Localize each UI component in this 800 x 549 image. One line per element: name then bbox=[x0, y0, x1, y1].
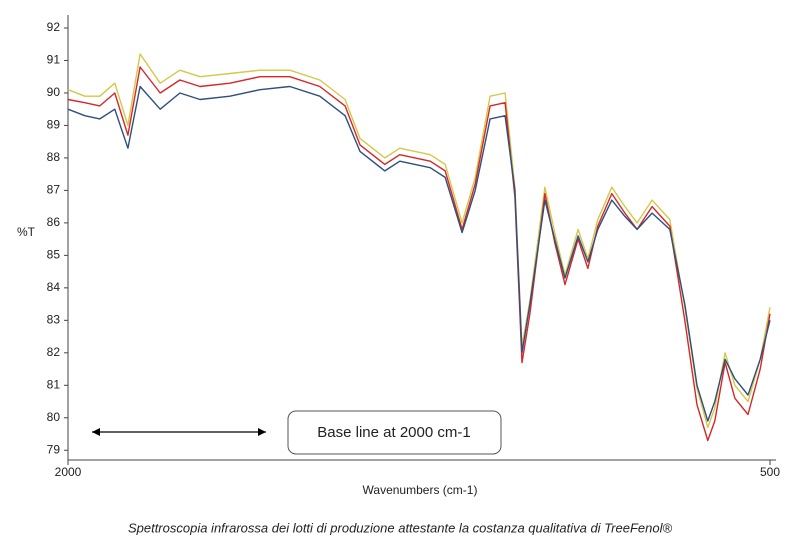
annotation-text: Base line at 2000 cm-1 bbox=[317, 424, 470, 441]
y-tick-label: 87 bbox=[47, 183, 61, 197]
y-tick-label: 82 bbox=[47, 345, 61, 359]
y-tick-label: 88 bbox=[47, 150, 61, 164]
y-tick-label: 79 bbox=[47, 442, 61, 456]
spectrum-line bbox=[67, 53, 771, 429]
y-tick-label: 83 bbox=[47, 313, 61, 327]
y-tick-label: 91 bbox=[47, 53, 61, 67]
y-tick-label: 86 bbox=[47, 215, 61, 229]
y-tick-label: 90 bbox=[47, 85, 61, 99]
caption: Spettroscopia infrarossa dei lotti di pr… bbox=[128, 520, 673, 535]
x-tick-label: 2000 bbox=[55, 465, 82, 479]
y-axis-label: %T bbox=[17, 225, 36, 239]
x-tick-label: 500 bbox=[760, 465, 780, 479]
annotation: Base line at 2000 cm-1 bbox=[92, 410, 502, 455]
x-axis-label: Wavenumbers (cm-1) bbox=[363, 483, 478, 497]
spectrum-line bbox=[67, 66, 771, 442]
y-tick-label: 81 bbox=[47, 377, 61, 391]
y-tick-label: 92 bbox=[47, 20, 61, 34]
y-tick-label: 80 bbox=[47, 410, 61, 424]
annotation-box bbox=[287, 410, 502, 455]
y-tick-label: 84 bbox=[47, 280, 61, 294]
y-tick-label: 89 bbox=[47, 118, 61, 132]
y-tick-label: 85 bbox=[47, 248, 61, 262]
spectrum-line bbox=[67, 85, 771, 422]
